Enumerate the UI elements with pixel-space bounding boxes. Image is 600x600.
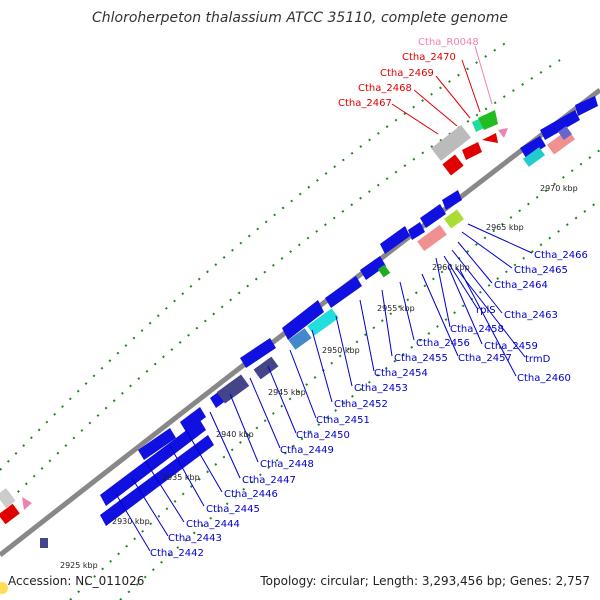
gene-label: Ctha_2450 <box>296 430 350 441</box>
top-leaders <box>391 45 493 135</box>
gene-label-2467: Ctha_2467 <box>338 98 392 109</box>
gene-label-r0048: Ctha_R0048 <box>418 37 479 48</box>
kbp-tick: 2940 kbp <box>216 430 254 439</box>
gene-label: Ctha_2451 <box>316 415 370 426</box>
gene-label: Ctha_2443 <box>168 533 222 544</box>
gene-label: Ctha_2460 <box>517 373 571 384</box>
accession-text: Accession: NC_011026 <box>8 574 145 588</box>
gene-label: Ctha_2455 <box>394 353 448 364</box>
kbp-tick: 2930 kbp <box>112 517 150 526</box>
kbp-ticks: 2925 kbp 2930 kbp 2935 kbp 2940 kbp 2945… <box>60 184 578 570</box>
colored-genes <box>216 126 576 404</box>
gene-label: Ctha_2452 <box>334 399 388 410</box>
kbp-tick: 2965 kbp <box>486 223 524 232</box>
gene-label: Ctha_2445 <box>206 504 260 515</box>
gene-label: Ctha_2457 <box>458 353 512 364</box>
gc-dots-outer <box>0 39 561 501</box>
gene-label: rplS <box>476 305 496 316</box>
gene-label-2469: Ctha_2469 <box>380 68 434 79</box>
gene-label: Ctha_2465 <box>514 265 568 276</box>
genome-summary: Topology: circular; Length: 3,293,456 bp… <box>260 574 590 588</box>
gene-label: Ctha_2456 <box>416 338 470 349</box>
legend-marker <box>0 582 8 594</box>
gene-label: Ctha_2442 <box>150 548 204 559</box>
gene-label: Ctha_2454 <box>374 368 428 379</box>
gene-label: Ctha_2464 <box>494 280 548 291</box>
gene-label: Ctha_2448 <box>260 459 314 470</box>
reverse-genes <box>40 96 598 548</box>
gene-label-2468: Ctha_2468 <box>358 83 412 94</box>
gene-label: Ctha_2466 <box>534 250 588 261</box>
gene-label: Ctha_2447 <box>242 475 296 486</box>
gene-label: Ctha_2453 <box>354 383 408 394</box>
kbp-tick: 2970 kbp <box>540 184 578 193</box>
gene-label: Ctha_2446 <box>224 489 278 500</box>
gene-label: Ctha_2449 <box>280 445 334 456</box>
bottom-leaders <box>115 223 533 552</box>
kbp-tick: 2935 kbp <box>162 473 200 482</box>
gene-label-2470: Ctha_2470 <box>402 52 456 63</box>
kbp-tick: 2925 kbp <box>60 561 98 570</box>
gene-label: Ctha_2459 <box>484 341 538 352</box>
gc-dots-inner <box>69 149 600 600</box>
kbp-tick: 2945 kbp <box>268 388 306 397</box>
bottom-labels: Ctha_2466 Ctha_2465 Ctha_2464 Ctha_2463 … <box>150 250 588 559</box>
forward-genes <box>0 110 508 525</box>
genome-title: Chloroherpeton thalassium ATCC 35110, co… <box>92 10 508 26</box>
kbp-tick: 2950 kbp <box>322 346 360 355</box>
kbp-tick: 2955 kbp <box>377 304 415 313</box>
top-labels: Ctha_R0048 Ctha_2470 Ctha_2469 Ctha_2468… <box>338 37 479 109</box>
gene-label: Ctha_2444 <box>186 519 240 530</box>
gene-label: Ctha_2458 <box>450 324 504 335</box>
gene-label: Ctha_2463 <box>504 310 558 321</box>
gene-label: trmD <box>525 354 551 365</box>
